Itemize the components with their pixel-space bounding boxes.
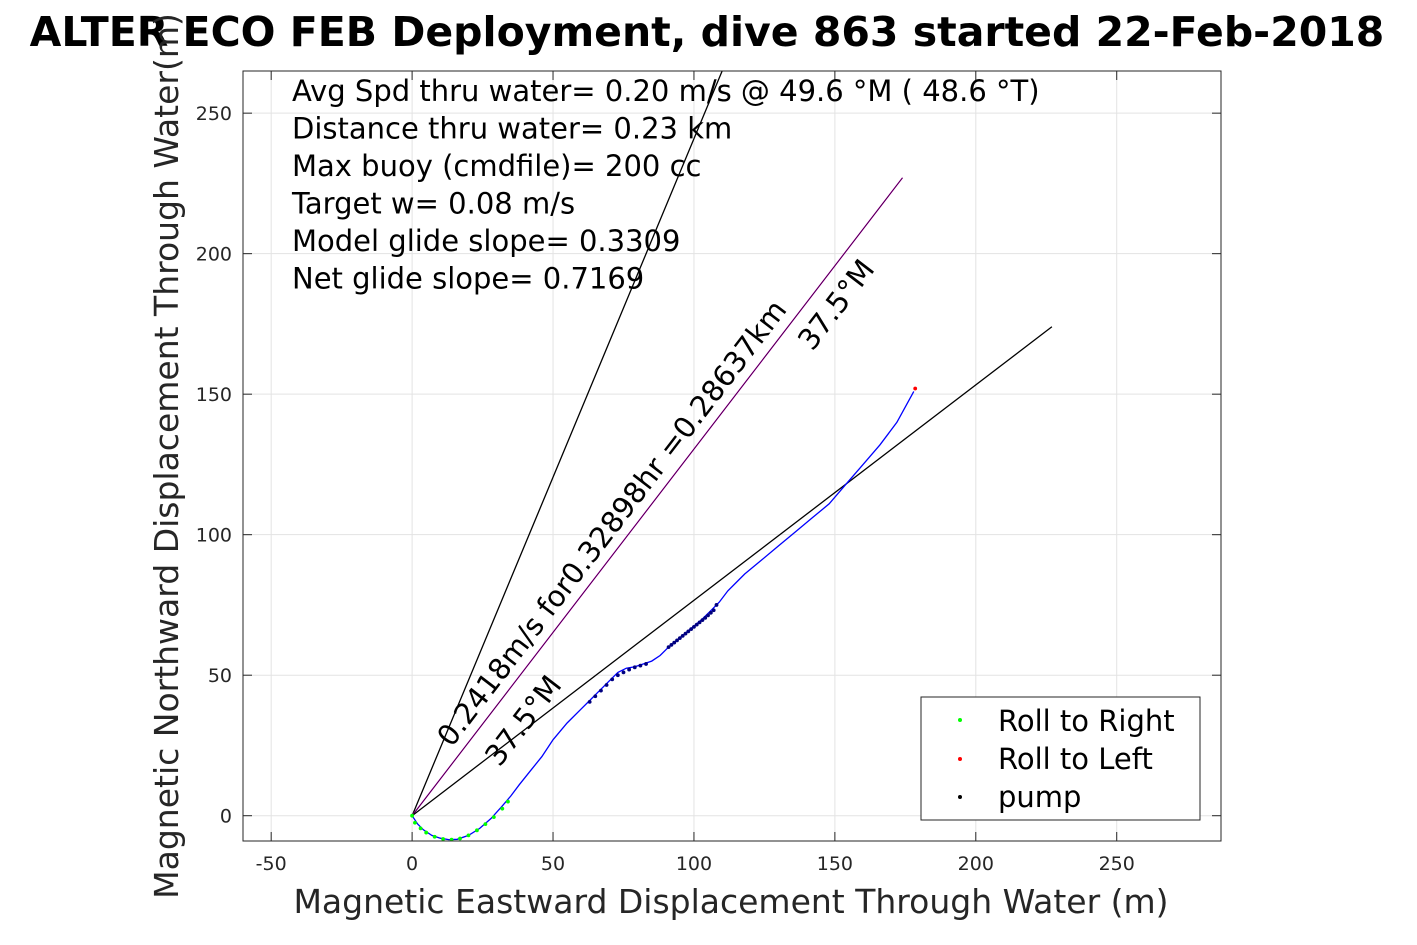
marker-pump xyxy=(697,620,702,625)
marker-pump xyxy=(666,645,671,649)
y-tick-label: 50 xyxy=(208,665,232,687)
stat-line: Avg Spd thru water= 0.20 m/s @ 49.6 °M (… xyxy=(292,74,1040,108)
y-tick-label: 150 xyxy=(196,384,232,406)
marker-pump xyxy=(703,615,708,620)
reference-line-heading-black xyxy=(411,177,903,816)
legend-label-roll-left: Roll to Left xyxy=(998,742,1153,776)
stat-line: Model glide slope= 0.3309 xyxy=(292,224,680,258)
marker-pump xyxy=(692,624,696,629)
axis-ticks xyxy=(243,71,1221,841)
legend-marker-pump xyxy=(958,795,962,799)
legend-marker-roll-left xyxy=(958,757,962,761)
marker-roll-to-right xyxy=(483,822,488,827)
marker-pump xyxy=(675,638,679,643)
chart-title: ALTER ECO FEB Deployment, dive 863 start… xyxy=(30,8,1385,56)
x-tick-label: 50 xyxy=(541,853,565,875)
marker-pump xyxy=(610,677,615,682)
marker-pump xyxy=(694,622,699,627)
y-axis-label: Magnetic Northward Displacement Through … xyxy=(147,13,186,899)
marker-pump xyxy=(700,618,705,623)
stat-line: Distance thru water= 0.23 km xyxy=(292,112,732,146)
track-markers xyxy=(410,386,918,842)
marker-roll-to-right xyxy=(413,820,417,825)
legend-label-roll-right: Roll to Right xyxy=(998,704,1175,738)
marker-pump xyxy=(587,699,592,704)
reference-line-shallow xyxy=(411,326,1053,817)
marker-roll-to-right xyxy=(424,830,429,835)
stat-line: Max buoy (cmdfile)= 200 cc xyxy=(292,149,701,183)
x-tick-label: 150 xyxy=(817,853,853,875)
plot-area-frame xyxy=(242,70,1222,842)
marker-pump xyxy=(683,631,688,636)
marker-pump xyxy=(599,688,603,693)
marker-roll-to-right xyxy=(475,828,479,833)
legend-box xyxy=(920,696,1201,821)
marker-pump xyxy=(689,627,694,632)
legend-label-pump: pump xyxy=(998,780,1081,814)
marker-pump xyxy=(627,667,632,672)
y-tick-label: 100 xyxy=(196,525,232,547)
marker-pump xyxy=(711,608,716,613)
x-tick-label: 200 xyxy=(958,853,994,875)
marker-roll-to-right xyxy=(432,834,437,839)
y-tick-labels: 0 50 100 150 200 250 xyxy=(196,103,232,828)
marker-pump xyxy=(593,694,598,699)
marker-roll-to-right xyxy=(466,833,471,838)
marker-pump xyxy=(680,633,685,638)
y-tick-label: 250 xyxy=(196,103,232,125)
grid-lines xyxy=(243,71,1221,841)
marker-pump xyxy=(706,613,710,618)
reference-line-steep xyxy=(411,70,723,816)
marker-pump xyxy=(714,603,719,607)
marker-pump xyxy=(669,642,674,647)
marker-roll-to-left xyxy=(913,386,918,391)
marker-pump xyxy=(632,665,637,670)
y-tick-label: 0 xyxy=(220,806,232,828)
legend-marker-roll-right xyxy=(958,718,962,722)
marker-pump xyxy=(672,640,677,645)
x-tick-label: 0 xyxy=(406,853,418,875)
marker-roll-to-right xyxy=(506,799,510,804)
marker-roll-to-right xyxy=(410,813,415,818)
marker-pump xyxy=(615,673,620,678)
x-tick-label: 250 xyxy=(1099,853,1135,875)
legend: Roll to Right Roll to Left pump xyxy=(920,696,1201,821)
marker-pump xyxy=(604,683,609,687)
marker-roll-to-right xyxy=(491,815,496,820)
marker-roll-to-right xyxy=(500,806,505,811)
marker-pump xyxy=(686,629,691,634)
stat-line: Target w= 0.08 m/s xyxy=(291,187,575,221)
marker-roll-to-right xyxy=(458,836,462,841)
reference-lines xyxy=(411,70,1053,817)
marker-pump xyxy=(638,663,643,668)
x-axis-label: Magnetic Eastward Displacement Through W… xyxy=(293,882,1168,921)
stat-line: Net glide slope= 0.7169 xyxy=(292,262,644,296)
marker-roll-to-right xyxy=(418,826,423,831)
y-tick-label: 200 xyxy=(196,244,232,266)
marker-roll-to-right xyxy=(441,837,446,841)
marker-pump xyxy=(677,636,682,641)
x-tick-label: 100 xyxy=(676,853,712,875)
marker-pump xyxy=(708,610,713,615)
marker-pump xyxy=(621,670,626,675)
x-tick-label: -50 xyxy=(256,853,287,875)
x-tick-labels: -50 0 50 100 150 200 250 xyxy=(256,853,1135,875)
marker-pump xyxy=(644,662,648,666)
dive-stats-text: Avg Spd thru water= 0.20 m/s @ 49.6 °M (… xyxy=(291,74,1040,296)
